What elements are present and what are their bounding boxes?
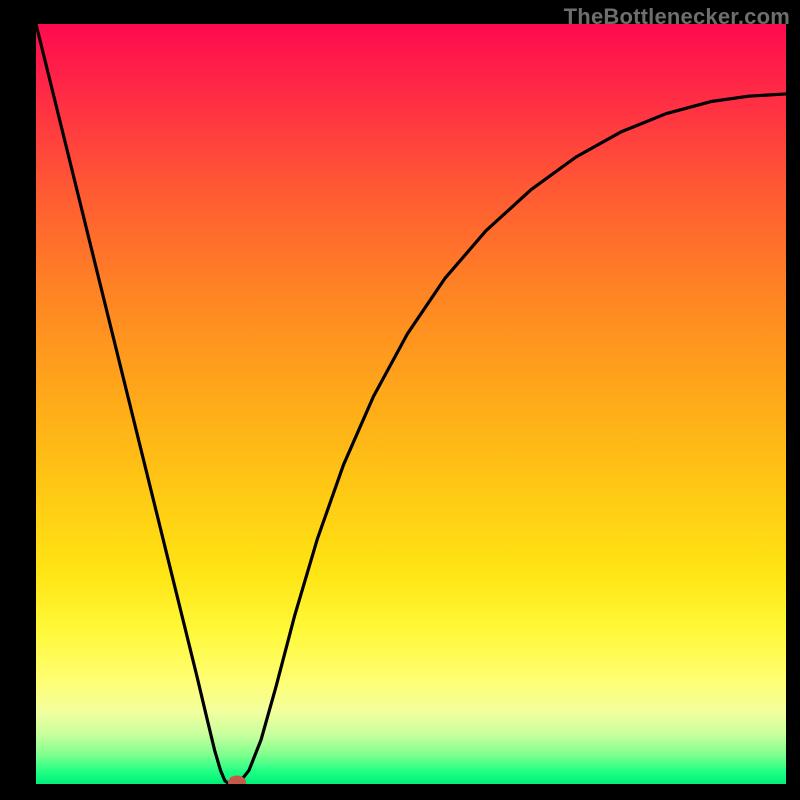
watermark-text: TheBottlenecker.com <box>564 4 790 30</box>
bottleneck-curve-chart <box>0 0 800 800</box>
chart-frame: TheBottlenecker.com <box>0 0 800 800</box>
plot-gradient-background <box>36 24 786 784</box>
